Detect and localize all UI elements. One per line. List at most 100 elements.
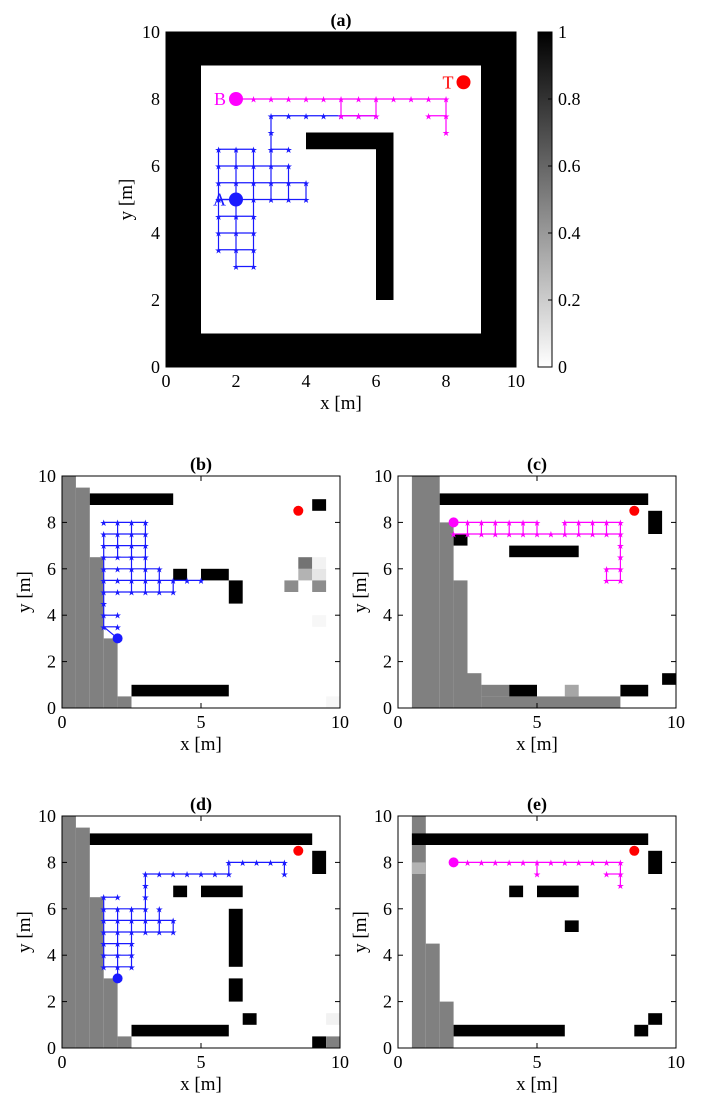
point-a <box>229 192 243 207</box>
grid-cell <box>228 978 243 1002</box>
y-tick-label: 10 <box>374 806 392 826</box>
path-marker: ★ <box>505 858 513 868</box>
grid-cell <box>326 1013 340 1025</box>
y-tick-label: 0 <box>47 698 56 718</box>
grid-cell <box>509 885 524 898</box>
grid-cell <box>89 557 104 708</box>
panel-a: ★★★★★★★★★★★★★★★★★★★★★★★★★★★★★★★★★★★★★★★★… <box>116 10 525 414</box>
grid-cell <box>103 638 118 708</box>
y-axis-label: y [m] <box>350 911 371 953</box>
path-marker: ★ <box>547 530 555 540</box>
path-marker: ★ <box>616 553 624 563</box>
colorbar-bar <box>537 31 553 368</box>
y-tick-label: 0 <box>383 698 392 718</box>
path-marker: ★ <box>280 870 288 880</box>
grid-cell <box>620 684 649 697</box>
grid-cell <box>662 673 676 685</box>
panel-title: (e) <box>527 794 547 815</box>
path-marker: ★ <box>155 904 163 914</box>
point-magenta <box>448 857 459 868</box>
colorbar-tick-label: 1 <box>558 22 567 42</box>
path-marker: ★ <box>100 962 108 972</box>
path-marker: ★ <box>114 893 122 903</box>
path-marker: ★ <box>533 870 541 880</box>
path-marker: ★ <box>141 881 149 891</box>
x-axis-label: x [m] <box>516 734 558 755</box>
grid-cell <box>75 827 90 1048</box>
grid-cell <box>306 132 394 150</box>
path-marker: ★ <box>284 195 292 205</box>
path-marker: ★ <box>267 195 275 205</box>
y-axis-label: y [m] <box>116 179 137 221</box>
grid-cell <box>312 850 327 874</box>
x-tick-label: 6 <box>372 371 381 391</box>
path-blue: ★★★★★★★★★★★★★★★★★★★★★★★★★★★★★★★★★★★★★★★★… <box>214 111 380 272</box>
y-tick-label: 2 <box>151 290 160 310</box>
x-tick-label: 8 <box>442 371 451 391</box>
y-tick-label: 4 <box>47 605 56 625</box>
grid-cell <box>312 615 327 627</box>
grid-cell <box>537 885 579 898</box>
y-tick-label: 0 <box>47 1038 56 1058</box>
grid-cell <box>439 493 649 505</box>
point-blue <box>112 633 123 644</box>
path-marker: ★ <box>477 858 485 868</box>
path-marker: ★ <box>169 870 177 880</box>
path-marker: ★ <box>267 95 275 105</box>
grid-cell <box>228 908 243 967</box>
colorbar-tick-label: 0.2 <box>558 290 581 310</box>
x-tick-label: 2 <box>232 371 241 391</box>
grid-cell <box>481 684 510 697</box>
grid-cell <box>648 1013 663 1025</box>
grid-cell <box>453 1024 565 1037</box>
path-marker: ★ <box>354 95 362 105</box>
grid-cell <box>312 568 327 581</box>
grid-cell <box>376 132 394 300</box>
x-tick-label: 0 <box>58 1052 67 1072</box>
grid-cell <box>411 862 426 874</box>
path-marker: ★ <box>114 622 122 632</box>
point-label-b: B <box>214 89 226 109</box>
point-b <box>229 92 243 106</box>
path-marker: ★ <box>547 858 555 868</box>
panel-title: (a) <box>331 10 352 31</box>
path-marker: ★ <box>183 576 191 586</box>
path-marker: ★ <box>424 111 432 121</box>
panel-title: (c) <box>527 454 547 475</box>
grid-cell <box>425 943 440 1048</box>
grid-cell <box>103 978 118 1048</box>
grid-cell <box>326 696 340 708</box>
path-marker: ★ <box>463 858 471 868</box>
y-tick-label: 8 <box>47 512 56 532</box>
grid-cell <box>509 684 537 697</box>
grid-cell <box>411 816 426 1048</box>
path-marker: ★ <box>183 870 191 880</box>
path-marker: ★ <box>284 95 292 105</box>
grid-cell <box>326 1036 340 1048</box>
y-tick-label: 6 <box>383 899 392 919</box>
grid-cell <box>312 499 327 511</box>
grid-cell <box>131 1024 229 1037</box>
grid-cell <box>648 850 663 874</box>
path-marker: ★ <box>505 530 513 540</box>
path-marker: ★ <box>302 95 310 105</box>
y-tick-label: 0 <box>383 1038 392 1058</box>
path-marker: ★ <box>100 518 108 528</box>
x-tick-label: 0 <box>394 712 403 732</box>
path-marker: ★ <box>407 95 415 105</box>
path-marker: ★ <box>319 111 327 121</box>
panel-title: (b) <box>190 454 212 475</box>
x-tick-label: 4 <box>302 371 311 391</box>
path-marker: ★ <box>575 858 583 868</box>
path-blue: ★★★★★★★★★★★★★★★★★★★★★★★★★★★★★★★★★★★★★★★★… <box>100 518 205 644</box>
y-tick-label: 4 <box>383 945 392 965</box>
panel-d: ★★★★★★★★★★★★★★★★★★★★★★★★★★★★★★★★★★★★★★★★… <box>14 794 349 1095</box>
x-tick-label: 5 <box>197 712 206 732</box>
path-marker: ★ <box>589 530 597 540</box>
grid-cell <box>634 1024 649 1037</box>
grid-cell <box>312 1036 327 1048</box>
path-marker: ★ <box>155 870 163 880</box>
y-axis-label: y [m] <box>14 911 35 953</box>
grid-cell <box>131 684 229 697</box>
